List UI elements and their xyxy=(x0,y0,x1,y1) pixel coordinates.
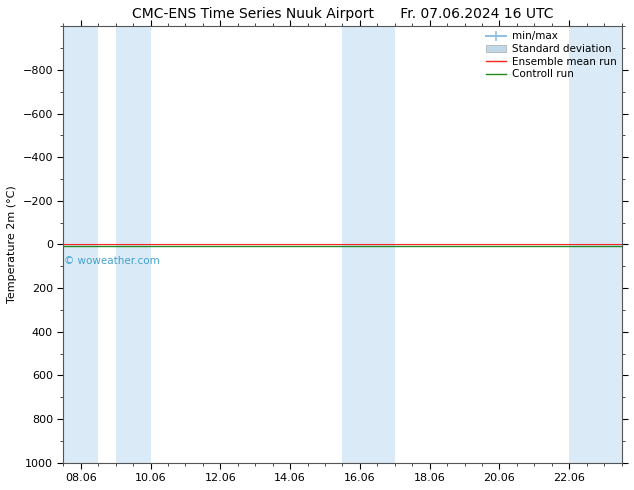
Bar xyxy=(342,26,395,463)
Bar xyxy=(116,26,151,463)
Title: CMC-ENS Time Series Nuuk Airport      Fr. 07.06.2024 16 UTC: CMC-ENS Time Series Nuuk Airport Fr. 07.… xyxy=(132,7,553,21)
Bar xyxy=(569,26,621,463)
Bar xyxy=(63,26,98,463)
Y-axis label: Temperature 2m (°C): Temperature 2m (°C) xyxy=(7,186,17,303)
Text: © woweather.com: © woweather.com xyxy=(63,256,159,267)
Legend: min/max, Standard deviation, Ensemble mean run, Controll run: min/max, Standard deviation, Ensemble me… xyxy=(483,29,618,81)
